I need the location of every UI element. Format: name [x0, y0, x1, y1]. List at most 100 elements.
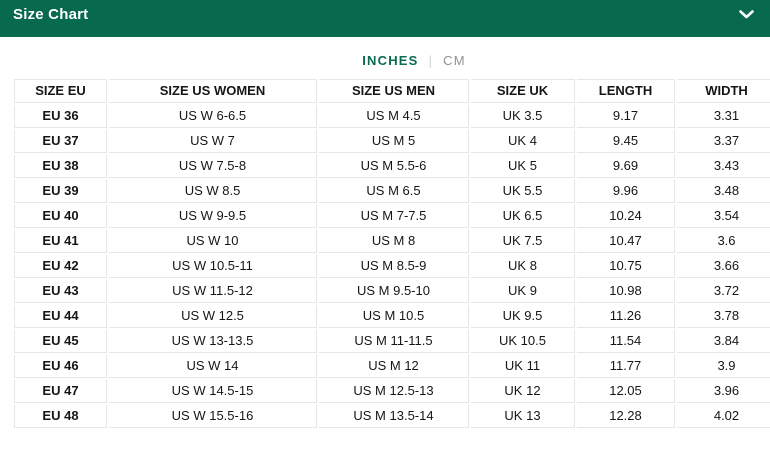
size-table: SIZE EU SIZE US WOMEN SIZE US MEN SIZE U… — [12, 77, 770, 430]
cell-size-eu: EU 45 — [14, 330, 107, 353]
cell-size-us-men: US M 5 — [319, 130, 469, 153]
table-row: EU 41 US W 10 US M 8 UK 7.5 10.47 3.6 — [14, 230, 770, 253]
table-row: EU 39 US W 8.5 US M 6.5 UK 5.5 9.96 3.48 — [14, 180, 770, 203]
cell-size-eu: EU 39 — [14, 180, 107, 203]
cell-size-us-men: US M 11-11.5 — [319, 330, 469, 353]
table-row: EU 43 US W 11.5-12 US M 9.5-10 UK 9 10.98 3.7… — [14, 280, 770, 303]
cell-width: 3.48 — [677, 180, 770, 203]
cell-size-us-women: US W 7.5-8 — [109, 155, 317, 178]
cell-size-us-men: US M 9.5-10 — [319, 280, 469, 303]
cell-size-uk: UK 9.5 — [471, 305, 575, 328]
cell-width: 4.02 — [677, 405, 770, 428]
cell-width: 3.54 — [677, 205, 770, 228]
cell-length: 10.24 — [577, 205, 675, 228]
cell-length: 10.98 — [577, 280, 675, 303]
table-row: EU 42 US W 10.5-11 US M 8.5-9 UK 8 10.75 3.66 — [14, 255, 770, 278]
chevron-down-icon[interactable] — [739, 9, 754, 19]
table-row: EU 40 US W 9-9.5 US M 7-7.5 UK 6.5 10.24 3.54 — [14, 205, 770, 228]
cell-width: 3.43 — [677, 155, 770, 178]
cell-size-uk: UK 5.5 — [471, 180, 575, 203]
cell-size-us-women: US W 11.5-12 — [109, 280, 317, 303]
col-header-size-uk: SIZE UK — [471, 79, 575, 103]
cell-width: 3.78 — [677, 305, 770, 328]
cell-length: 12.28 — [577, 405, 675, 428]
table-row: EU 48 US W 15.5-16 US M 13.5-14 UK 13 12.28 4… — [14, 405, 770, 428]
size-chart-header[interactable]: Size Chart — [0, 0, 770, 37]
cell-size-us-women: US W 9-9.5 — [109, 205, 317, 228]
cell-length: 12.05 — [577, 380, 675, 403]
size-chart-widget: Size Chart INCHES | CM SIZE EU SIZE US W… — [0, 0, 770, 430]
cell-size-us-men: US M 12 — [319, 355, 469, 378]
cell-width: 3.37 — [677, 130, 770, 153]
cell-size-uk: UK 10.5 — [471, 330, 575, 353]
cell-size-eu: EU 40 — [14, 205, 107, 228]
cell-size-eu: EU 43 — [14, 280, 107, 303]
cell-size-uk: UK 6.5 — [471, 205, 575, 228]
cell-size-uk: UK 11 — [471, 355, 575, 378]
cell-size-uk: UK 8 — [471, 255, 575, 278]
cell-size-us-women: US W 7 — [109, 130, 317, 153]
table-header-row: SIZE EU SIZE US WOMEN SIZE US MEN SIZE U… — [14, 79, 770, 103]
col-header-size-us-women: SIZE US WOMEN — [109, 79, 317, 103]
col-header-length: LENGTH — [577, 79, 675, 103]
cell-width: 3.84 — [677, 330, 770, 353]
cell-size-us-men: US M 8.5-9 — [319, 255, 469, 278]
cell-length: 9.69 — [577, 155, 675, 178]
cell-size-eu: EU 37 — [14, 130, 107, 153]
cell-length: 9.17 — [577, 105, 675, 128]
cell-size-us-men: US M 8 — [319, 230, 469, 253]
cell-length: 11.26 — [577, 305, 675, 328]
cell-size-us-women: US W 10.5-11 — [109, 255, 317, 278]
cell-length: 10.47 — [577, 230, 675, 253]
cell-size-uk: UK 12 — [471, 380, 575, 403]
cell-length: 10.75 — [577, 255, 675, 278]
table-row: EU 46 US W 14 US M 12 UK 11 11.77 3.9 — [14, 355, 770, 378]
unit-tab-cm[interactable]: CM — [443, 53, 466, 68]
cell-size-us-men: US M 6.5 — [319, 180, 469, 203]
cell-width: 3.66 — [677, 255, 770, 278]
cell-size-us-women: US W 12.5 — [109, 305, 317, 328]
unit-divider: | — [428, 53, 434, 68]
cell-size-us-women: US W 6-6.5 — [109, 105, 317, 128]
cell-size-uk: UK 13 — [471, 405, 575, 428]
cell-size-us-women: US W 13-13.5 — [109, 330, 317, 353]
size-chart-title: Size Chart — [13, 5, 89, 23]
cell-size-us-women: US W 14 — [109, 355, 317, 378]
cell-size-us-men: US M 12.5-13 — [319, 380, 469, 403]
cell-size-eu: EU 36 — [14, 105, 107, 128]
cell-size-us-women: US W 14.5-15 — [109, 380, 317, 403]
cell-length: 11.54 — [577, 330, 675, 353]
cell-size-uk: UK 9 — [471, 280, 575, 303]
cell-size-us-men: US M 7-7.5 — [319, 205, 469, 228]
cell-size-eu: EU 47 — [14, 380, 107, 403]
cell-size-us-women: US W 8.5 — [109, 180, 317, 203]
cell-size-us-men: US M 5.5-6 — [319, 155, 469, 178]
cell-size-eu: EU 44 — [14, 305, 107, 328]
unit-toggle: INCHES | CM — [0, 53, 770, 68]
cell-length: 9.96 — [577, 180, 675, 203]
col-header-width: WIDTH — [677, 79, 770, 103]
cell-size-uk: UK 3.5 — [471, 105, 575, 128]
cell-size-eu: EU 41 — [14, 230, 107, 253]
table-row: EU 44 US W 12.5 US M 10.5 UK 9.5 11.26 3.78 — [14, 305, 770, 328]
table-row: EU 47 US W 14.5-15 US M 12.5-13 UK 12 12.05 3… — [14, 380, 770, 403]
table-row: EU 38 US W 7.5-8 US M 5.5-6 UK 5 9.69 3.43 — [14, 155, 770, 178]
cell-width: 3.96 — [677, 380, 770, 403]
cell-size-eu: EU 46 — [14, 355, 107, 378]
cell-length: 9.45 — [577, 130, 675, 153]
cell-size-uk: UK 5 — [471, 155, 575, 178]
cell-size-us-women: US W 10 — [109, 230, 317, 253]
table-row: EU 36 US W 6-6.5 US M 4.5 UK 3.5 9.17 3.31 — [14, 105, 770, 128]
col-header-size-eu: SIZE EU — [14, 79, 107, 103]
cell-size-us-men: US M 13.5-14 — [319, 405, 469, 428]
cell-size-eu: EU 42 — [14, 255, 107, 278]
cell-width: 3.72 — [677, 280, 770, 303]
cell-size-eu: EU 38 — [14, 155, 107, 178]
cell-width: 3.6 — [677, 230, 770, 253]
table-row: EU 45 US W 13-13.5 US M 11-11.5 UK 10.5 11.5… — [14, 330, 770, 353]
cell-size-eu: EU 48 — [14, 405, 107, 428]
cell-size-us-men: US M 4.5 — [319, 105, 469, 128]
cell-size-us-men: US M 10.5 — [319, 305, 469, 328]
cell-width: 3.31 — [677, 105, 770, 128]
unit-tab-inches[interactable]: INCHES — [362, 53, 419, 68]
